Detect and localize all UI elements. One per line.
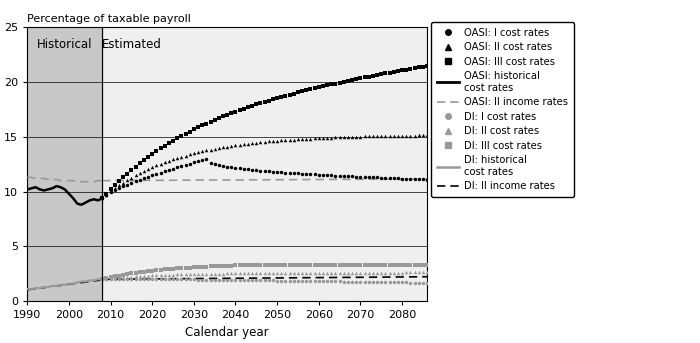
Bar [102,27,427,301]
X-axis label: Calendar year: Calendar year [186,326,269,339]
Text: Percentage of taxable payroll: Percentage of taxable payroll [27,14,191,24]
Text: Estimated: Estimated [102,38,161,51]
Legend: OASI: I cost rates, OASI: II cost rates, OASI: III cost rates, OASI: historical
: OASI: I cost rates, OASI: II cost rates,… [431,22,574,197]
Text: Historical: Historical [37,38,92,51]
Bar [27,27,102,301]
